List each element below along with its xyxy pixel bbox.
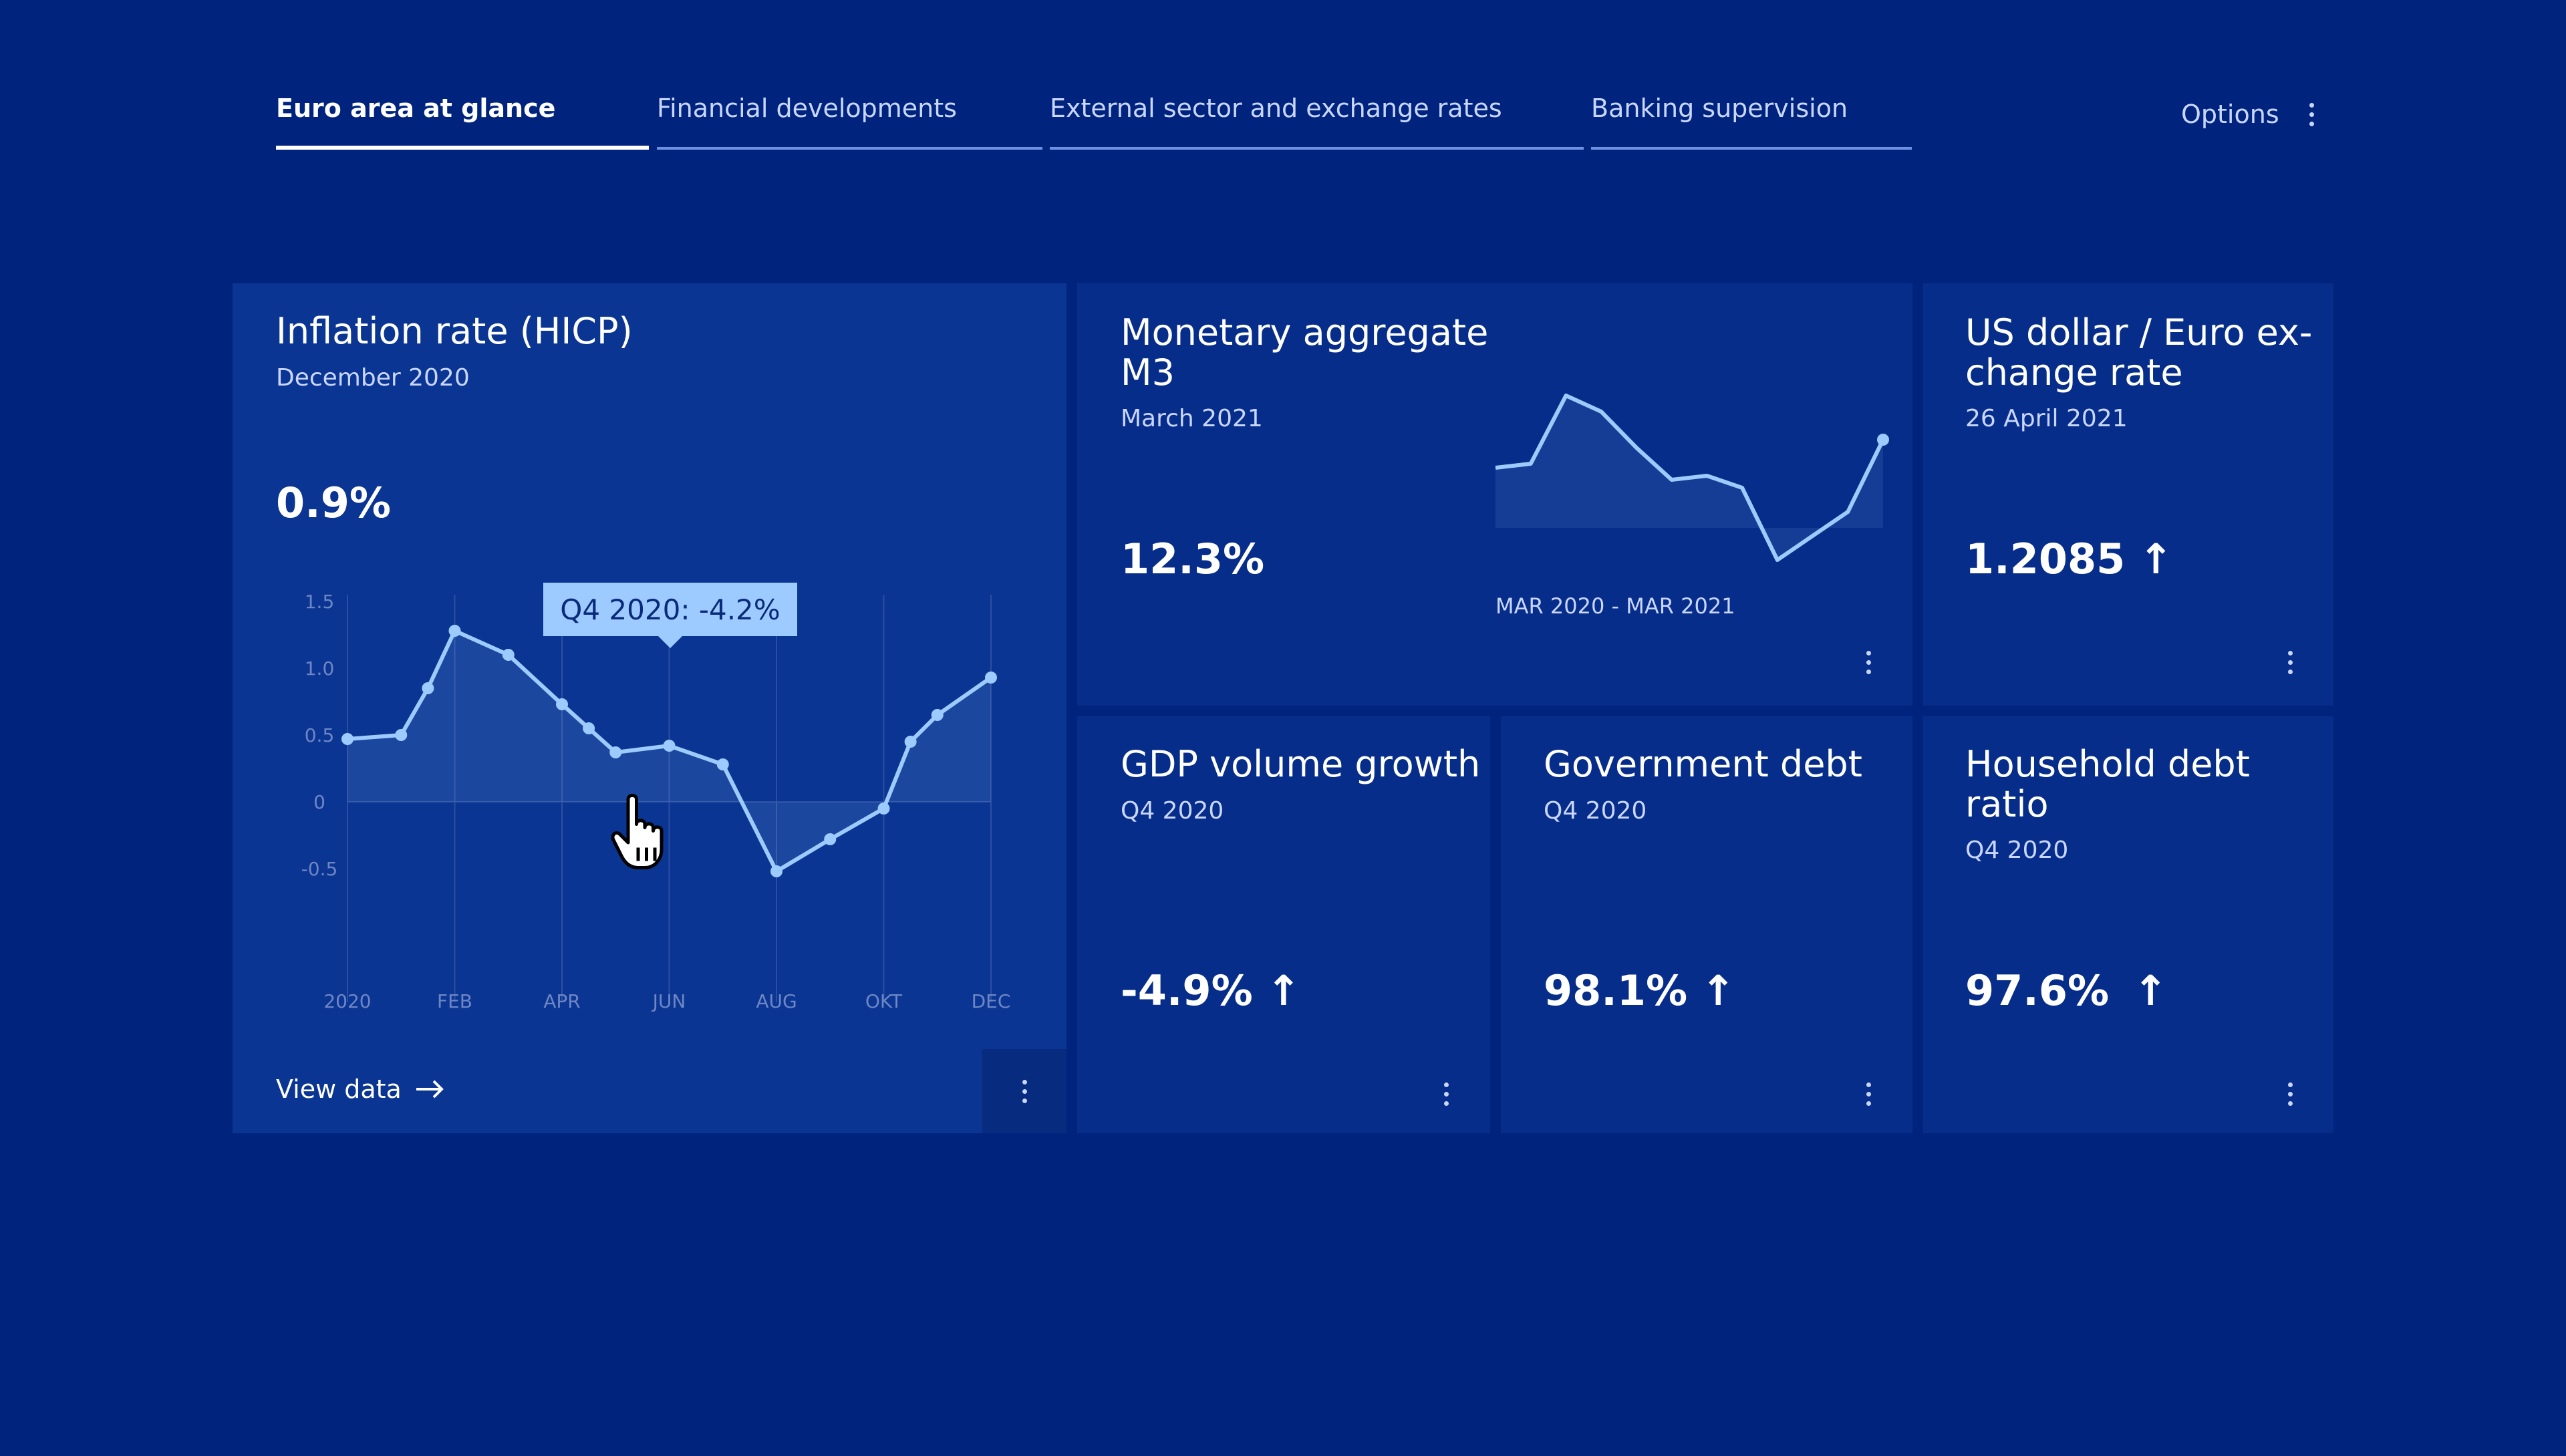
y-tick-label: 1.0 [305, 658, 335, 680]
household-debt-card[interactable] [1923, 716, 2333, 1133]
data-point [716, 758, 729, 770]
chart-tooltip: Q4 2020: -4.2% [543, 583, 797, 648]
gov-debt-value-wrap: 98.1% ↑ [1544, 966, 1735, 1015]
gov-debt-value: 98.1% [1544, 966, 1688, 1015]
household-title: Household debt ratio [1965, 743, 2250, 825]
m3-range: MAR 2020 - MAR 2021 [1495, 593, 1735, 619]
arrow-right-icon [416, 1080, 444, 1099]
x-tick-label: JUN [652, 990, 686, 1012]
usd-title: US dollar / Euro ex-change rate [1965, 311, 2313, 394]
more-vertical-icon[interactable] [2280, 645, 2300, 679]
inflation-value: 0.9% [276, 478, 391, 527]
data-point [422, 682, 434, 694]
household-date: Q4 2020 [1965, 837, 2069, 864]
m3-card[interactable] [1077, 283, 1912, 706]
data-point [448, 625, 461, 637]
arrow-up-icon: ↑ [2138, 535, 2174, 583]
more-vertical-icon[interactable] [1858, 1077, 1878, 1111]
household-value-wrap: 97.6% ↑ [1965, 966, 2168, 1015]
y-tick-label: -0.5 [301, 858, 338, 880]
usd-value-wrap: 1.2085 ↑ [1965, 535, 2173, 583]
usd-date: 26 April 2021 [1965, 405, 2128, 432]
series-line [347, 629, 992, 873]
m3-date: March 2021 [1121, 405, 1263, 432]
gdp-date: Q4 2020 [1121, 797, 1224, 825]
government-debt-card[interactable] [1501, 716, 1912, 1133]
options-menu[interactable]: Options [2181, 98, 2322, 131]
more-vertical-icon[interactable] [1858, 645, 1878, 679]
view-data-label: View data [276, 1074, 402, 1104]
inflation-more-button[interactable] [982, 1049, 1066, 1133]
tab-euro-area-at-glance[interactable]: Euro area at glance [276, 94, 649, 150]
data-point [904, 736, 917, 748]
usd-card[interactable] [1923, 283, 2333, 706]
x-tick-label: AUG [756, 990, 797, 1012]
y-tick-label: 0 [313, 791, 325, 813]
tab-financial-developments[interactable]: Financial developments [657, 94, 1042, 150]
view-data-link[interactable]: View data [276, 1074, 444, 1104]
data-point [502, 649, 515, 661]
household-value: 97.6% [1965, 966, 2110, 1015]
data-point [824, 833, 837, 845]
data-point [663, 740, 676, 752]
m3-title: Monetary aggregate M3 [1121, 311, 1489, 394]
arrow-up-icon: ↑ [1701, 966, 1736, 1015]
data-point [583, 722, 595, 734]
tab-external-sector[interactable]: External sector and exchange rates [1050, 94, 1584, 150]
data-point [770, 865, 782, 877]
x-tick-label: FEB [437, 990, 472, 1012]
x-tick-label: OKT [865, 990, 903, 1012]
data-point [1877, 434, 1889, 446]
arrow-up-icon: ↑ [1266, 966, 1301, 1015]
data-point [609, 746, 622, 758]
m3-value: 12.3% [1121, 535, 1265, 583]
tooltip-text: Q4 2020: -4.2% [560, 593, 780, 626]
y-tick-label: 1.5 [305, 591, 335, 613]
data-point [985, 672, 997, 684]
series-line [1495, 394, 1885, 562]
m3-sparkline [1495, 394, 1889, 562]
data-point [395, 729, 408, 741]
data-point [556, 698, 568, 710]
arrow-up-icon: ↑ [2133, 966, 2168, 1015]
gdp-value: -4.9% [1121, 966, 1253, 1015]
more-vertical-icon[interactable] [2302, 98, 2322, 131]
inflation-date: December 2020 [276, 364, 470, 392]
inflation-line-chart[interactable]: 2020 FEB APR JUN AUG OKT DEC 1.5 1.0 0.5 0 -0.5 [233, 575, 1066, 1029]
usd-value: 1.2085 [1965, 535, 2126, 583]
more-vertical-icon [1014, 1074, 1034, 1108]
hand-cursor-icon [611, 793, 664, 869]
more-vertical-icon[interactable] [2280, 1077, 2300, 1111]
inflation-card[interactable] [233, 283, 1066, 1133]
options-label: Options [2181, 100, 2279, 129]
x-tick-label: 2020 [323, 990, 371, 1012]
gov-debt-title: Government debt [1544, 743, 1862, 785]
gdp-card[interactable] [1077, 716, 1490, 1133]
x-tick-label: APR [543, 990, 581, 1012]
inflation-title: Inflation rate (HICP) [276, 310, 633, 352]
gdp-title: GDP volume growth [1121, 743, 1481, 785]
x-tick-label: DEC [972, 990, 1011, 1012]
gov-debt-date: Q4 2020 [1544, 797, 1647, 825]
more-vertical-icon[interactable] [1436, 1077, 1456, 1111]
gdp-value-wrap: -4.9% ↑ [1121, 966, 1301, 1015]
data-point [931, 709, 944, 721]
tab-banking-supervision[interactable]: Banking supervision [1591, 94, 1912, 150]
y-tick-label: 0.5 [305, 724, 335, 746]
data-point [341, 733, 353, 745]
data-point [877, 803, 890, 815]
